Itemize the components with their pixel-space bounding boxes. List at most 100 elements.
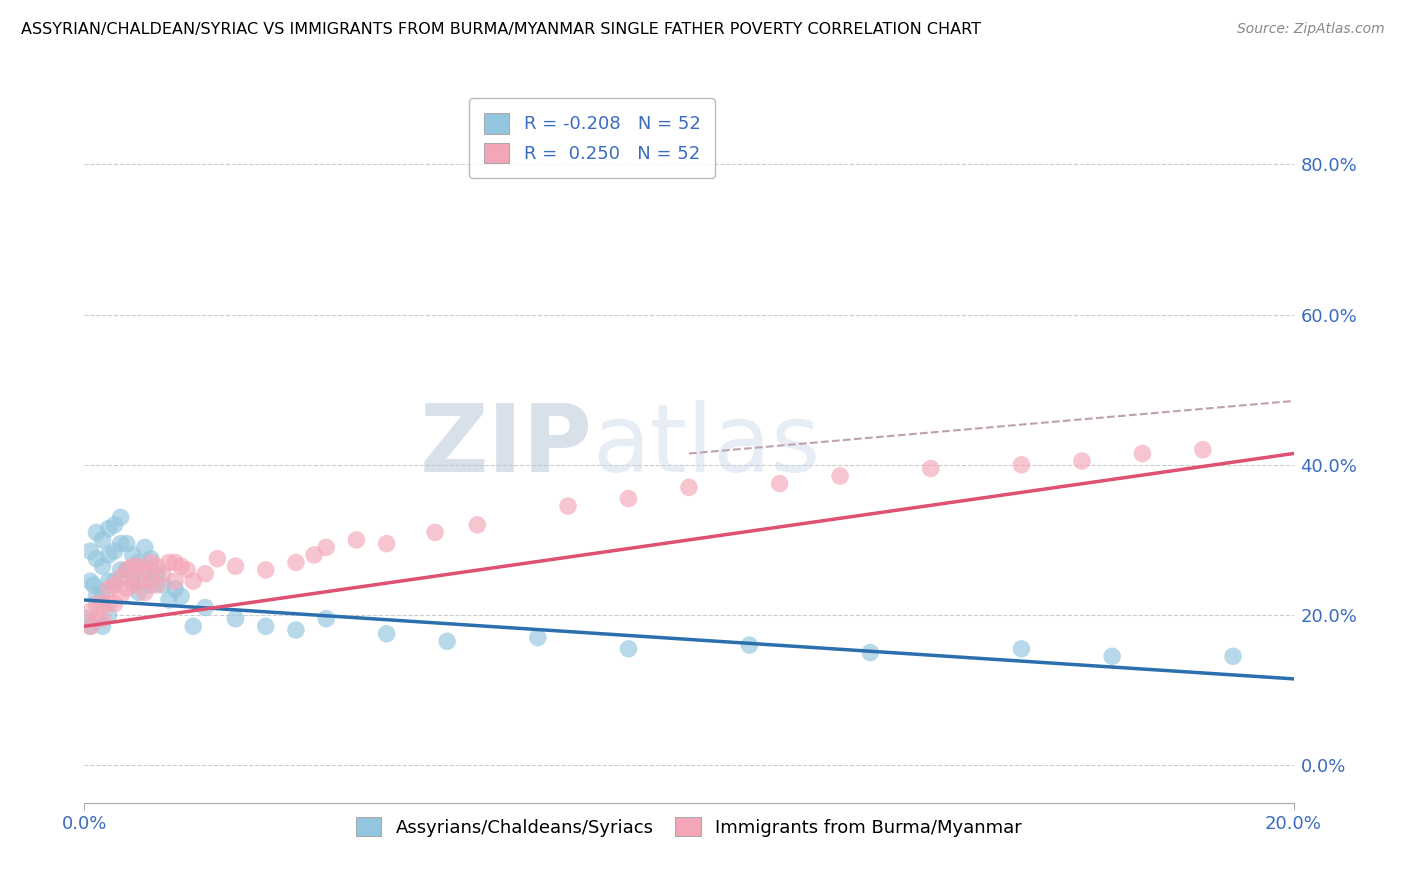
Point (157, 556, 180, 570)
Point (128, 574, 150, 589)
Point (128, 585, 150, 599)
Point (346, 533, 368, 547)
Point (97, 607, 120, 622)
Point (859, 646, 882, 660)
Point (110, 563, 132, 577)
Point (76, 612, 98, 626)
Point (375, 627, 398, 641)
Point (97, 522, 120, 536)
Point (104, 597, 127, 611)
Point (315, 612, 337, 626)
Point (134, 566, 156, 581)
Point (176, 563, 198, 577)
Point (315, 541, 337, 555)
Point (86, 525, 108, 540)
Point (139, 574, 162, 589)
Text: ZIP: ZIP (419, 400, 592, 492)
Point (86, 597, 108, 611)
Point (104, 544, 127, 558)
Point (110, 570, 132, 584)
Point (97, 597, 120, 611)
Point (139, 551, 162, 566)
Point (436, 634, 458, 648)
Point (207, 551, 229, 566)
Point (467, 517, 489, 532)
Point (104, 517, 127, 532)
Point (165, 574, 187, 589)
Point (181, 619, 204, 633)
Point (830, 469, 852, 483)
Point (139, 578, 162, 592)
Point (146, 566, 169, 581)
Point (104, 578, 127, 592)
Point (91, 585, 114, 599)
Point (920, 461, 942, 475)
Text: ASSYRIAN/CHALDEAN/SYRIAC VS IMMIGRANTS FROM BURMA/MYANMAR SINGLE FATHER POVERTY : ASSYRIAN/CHALDEAN/SYRIAC VS IMMIGRANTS F… (21, 22, 981, 37)
Point (557, 499, 579, 513)
Point (423, 525, 446, 540)
Point (91, 533, 114, 547)
Point (225, 559, 247, 574)
Point (121, 578, 143, 592)
Point (91, 559, 114, 574)
Point (302, 548, 325, 562)
Point (738, 638, 761, 652)
Point (97, 582, 120, 596)
Point (165, 582, 187, 596)
Point (79, 619, 101, 633)
Point (79, 544, 101, 558)
Point (1011, 458, 1033, 472)
Point (1011, 641, 1033, 656)
Point (86, 612, 108, 626)
Point (110, 589, 132, 603)
Point (128, 556, 150, 570)
Point (121, 548, 143, 562)
Point (115, 563, 138, 577)
Point (617, 641, 640, 656)
Point (110, 510, 132, 524)
Point (86, 551, 108, 566)
Point (97, 574, 120, 589)
Point (121, 574, 143, 589)
Point (1071, 454, 1094, 468)
Point (1192, 442, 1215, 457)
Point (375, 536, 398, 550)
Point (134, 541, 156, 555)
Point (194, 600, 217, 615)
Point (121, 559, 143, 574)
Point (115, 582, 138, 596)
Point (152, 566, 174, 581)
Point (769, 476, 792, 491)
Point (170, 559, 193, 574)
Point (165, 556, 187, 570)
Text: atlas: atlas (592, 400, 821, 492)
Point (170, 589, 193, 603)
Point (91, 619, 114, 633)
Point (1222, 649, 1244, 664)
Point (285, 623, 308, 637)
Point (1101, 649, 1123, 664)
Point (225, 612, 247, 626)
Point (527, 631, 550, 645)
Point (139, 556, 162, 570)
Point (104, 574, 127, 589)
Point (115, 536, 138, 550)
Point (79, 574, 101, 589)
Point (678, 480, 700, 494)
Point (285, 556, 308, 570)
Point (134, 563, 156, 577)
Point (146, 578, 169, 592)
Point (617, 491, 640, 506)
Point (128, 559, 150, 574)
Point (79, 619, 101, 633)
Point (82, 578, 104, 592)
Point (194, 566, 217, 581)
Point (91, 597, 114, 611)
Point (152, 578, 174, 592)
Point (181, 574, 204, 589)
Point (110, 536, 132, 550)
Point (91, 612, 114, 626)
Point (79, 604, 101, 618)
Point (97, 548, 120, 562)
Point (86, 589, 108, 603)
